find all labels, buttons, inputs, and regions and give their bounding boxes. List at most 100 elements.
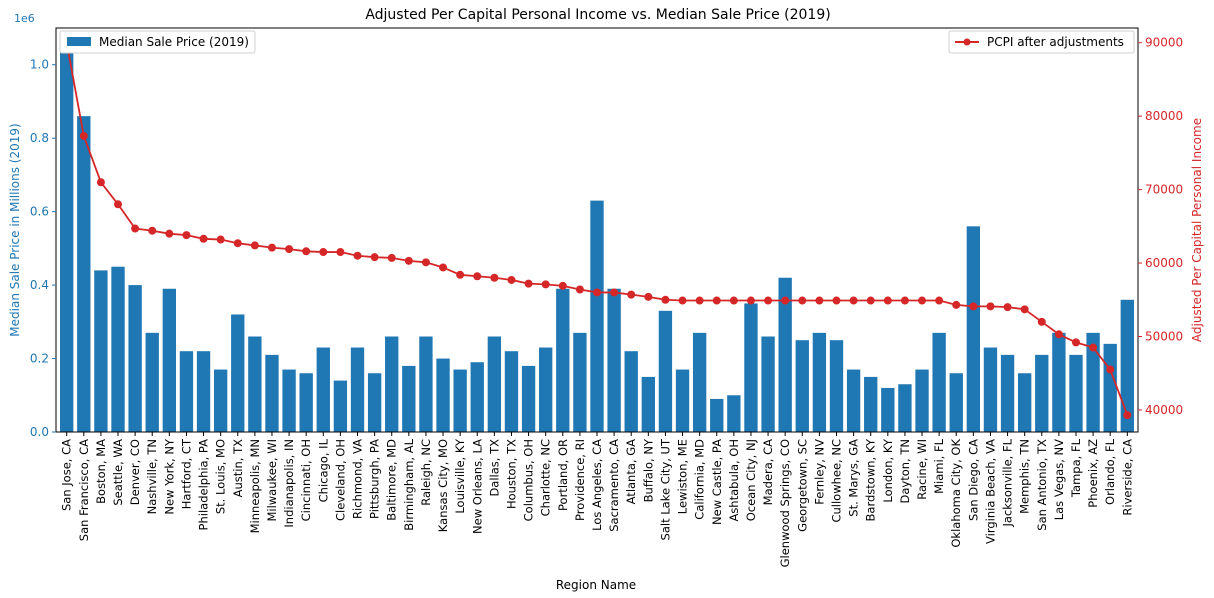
x-tick-label: Fernley, NV	[812, 439, 826, 505]
x-tick-label: Cincinnati, OH	[299, 439, 313, 521]
pcpi-point	[678, 296, 687, 305]
pcpi-point	[199, 234, 208, 243]
bar	[367, 373, 382, 432]
x-tick-label: Orlando, FL	[1103, 438, 1117, 505]
bar	[727, 395, 741, 432]
pcpi-point	[285, 245, 294, 254]
bar	[1086, 332, 1100, 432]
pcpi-point	[952, 300, 961, 309]
right-axis-label: Adjusted Per Capital Personal Income	[1190, 118, 1204, 342]
x-tick-label: Bardstown, KY	[864, 438, 878, 521]
x-tick-label: San Diego, CA	[966, 439, 980, 521]
pcpi-point	[507, 275, 516, 284]
bar	[658, 310, 673, 432]
legend-bar-frame	[59, 30, 256, 54]
pcpi-point	[986, 302, 995, 311]
x-tick-label: Pittsburgh, PA	[368, 439, 382, 519]
pcpi-point	[661, 295, 670, 304]
bar	[453, 369, 467, 432]
right-axis: 40000 50000 60000 70000 80000 90000	[1138, 36, 1183, 417]
legend-line-label: PCPI after adjustments	[987, 35, 1124, 49]
pcpi-point	[1020, 305, 1029, 314]
bar	[881, 387, 895, 432]
right-tick-label: 90000	[1145, 36, 1183, 50]
x-tick-label: Providence, RI	[573, 439, 587, 521]
bar	[675, 369, 690, 432]
right-tick-label: 40000	[1145, 403, 1183, 417]
x-tick-label: Atlanta, GA	[624, 439, 638, 504]
left-tick-label: 0.6	[30, 205, 49, 219]
x-tick-label: Nashville, TN	[145, 439, 159, 514]
bar	[761, 336, 775, 432]
right-tick-label: 50000	[1145, 330, 1183, 344]
pcpi-point	[695, 296, 704, 305]
pcpi-point	[353, 251, 362, 260]
legend-bar: Median Sale Price (2019)	[59, 30, 256, 54]
pcpi-point	[319, 248, 328, 257]
bar	[692, 332, 707, 432]
x-tick-label: Charlotte, NC	[539, 439, 553, 516]
x-tick-label: Salt Lake City, UT	[658, 438, 672, 540]
x-tick-label: Glenwood Springs, CO	[778, 439, 792, 567]
bar	[966, 226, 981, 432]
left-tick-label: 0.4	[30, 278, 49, 292]
x-tick-label: Virginia Beach, VA	[983, 439, 997, 544]
bar	[385, 336, 399, 432]
bar	[521, 365, 536, 432]
legend-bar-swatch	[67, 37, 91, 46]
pcpi-point	[593, 288, 601, 297]
pcpi-point	[439, 263, 448, 272]
left-axis-offset-text: 1e6	[14, 12, 35, 25]
bar	[641, 376, 655, 432]
pcpi-point	[456, 270, 465, 279]
bar	[504, 351, 519, 432]
right-tick-label: 70000	[1145, 183, 1183, 197]
bar	[1052, 332, 1066, 432]
pcpi-point	[558, 281, 567, 290]
bar	[1069, 354, 1083, 432]
pcpi-point	[746, 296, 755, 305]
x-tick-label: Oklahoma City, OK	[949, 439, 963, 548]
pcpi-point	[114, 200, 123, 209]
bar	[282, 369, 296, 432]
bar	[60, 46, 74, 433]
x-tick-label: Indianapolis, IN	[282, 439, 296, 528]
x-tick-label: Birmingham, AL	[402, 438, 416, 530]
x-tick-label: Denver, CO	[128, 439, 142, 505]
pcpi-point	[267, 243, 276, 252]
x-tick-label: Miami, FL	[932, 438, 946, 493]
bar	[265, 354, 279, 432]
bar	[1120, 299, 1134, 432]
left-axis: 0.0 0.2 0.4 0.6 0.8 1.0	[30, 58, 56, 439]
x-tick-label: Houston, TX	[504, 439, 518, 509]
x-tick-label: Kansas City, MO	[436, 439, 450, 532]
pcpi-point	[165, 229, 174, 238]
pcpi-point	[781, 296, 790, 305]
bar	[778, 277, 792, 432]
x-tick-label: Madera, CA	[761, 439, 775, 505]
pcpi-point	[473, 272, 482, 281]
bar	[111, 266, 125, 432]
x-tick-label: St. Marys, GA	[847, 439, 861, 517]
pcpi-point	[216, 235, 225, 244]
bar	[539, 347, 553, 432]
x-tick-label: Los Angeles, CA	[590, 439, 604, 531]
pcpi-point	[524, 279, 533, 288]
x-tick-label: Columbus, OH	[522, 439, 536, 521]
bar	[624, 351, 638, 432]
pcpi-point	[1054, 330, 1063, 339]
x-tick-label: Ashtabula, OH	[727, 439, 741, 522]
bar	[162, 288, 176, 432]
legend-line-frame	[948, 30, 1135, 54]
bar	[470, 362, 484, 432]
pcpi-point	[849, 296, 858, 305]
pcpi-point	[764, 296, 773, 305]
bar	[846, 369, 861, 432]
pcpi-point	[610, 288, 619, 297]
pcpi-point	[627, 290, 636, 299]
legend-bar-label: Median Sale Price (2019)	[99, 35, 249, 49]
x-axis: San Jose, CA San Francisco, CA Boston, MA S…	[60, 432, 1134, 567]
x-tick-label: Louisville, KY	[453, 438, 467, 514]
bar	[196, 351, 211, 432]
